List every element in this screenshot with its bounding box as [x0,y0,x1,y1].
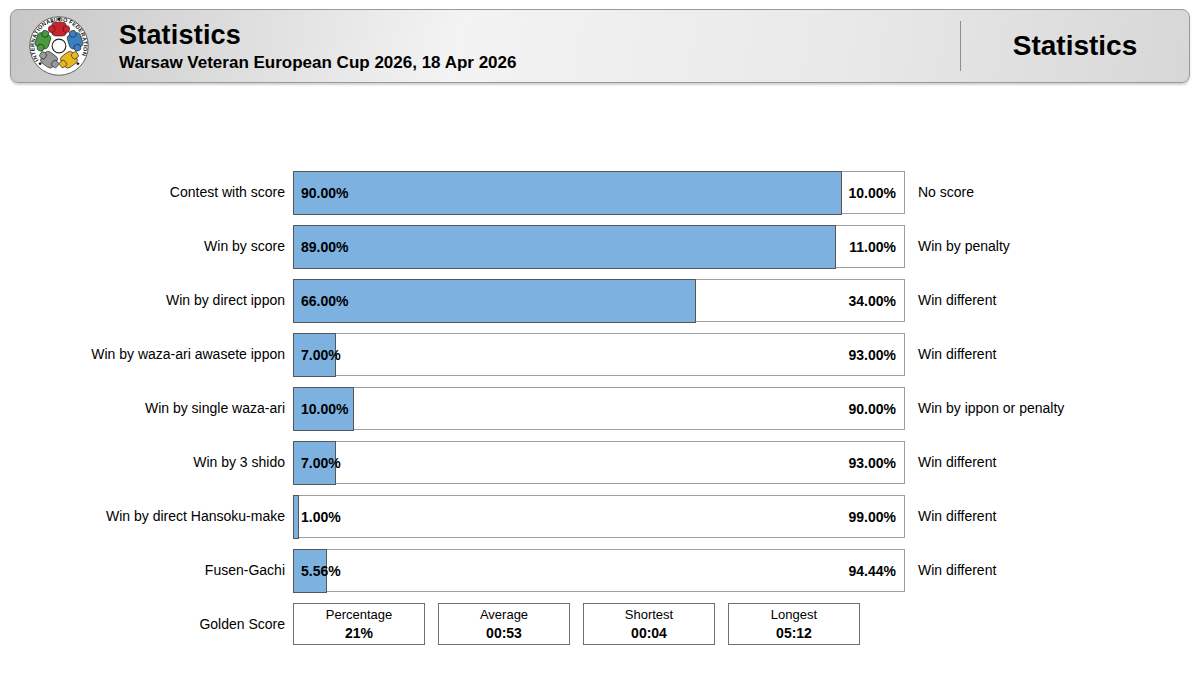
golden-score-average-box: Average 00:53 [438,603,570,645]
row-label: Win by single waza-ari [0,387,293,430]
row-label: Win by 3 shido [0,441,293,484]
statistics-chart: Contest with score 90.00% 10.00% No scor… [0,171,1200,645]
stat-title: Longest [729,606,859,624]
right-percent-label: 99.00% [849,496,896,537]
stacked-bar: 1.00% 99.00% [293,495,905,538]
row-right-label: Win different [905,549,996,592]
stacked-bar: 7.00% 93.00% [293,333,905,376]
stacked-bar: 90.00% 10.00% [293,171,905,214]
golden-score-shortest-box: Shortest 00:04 [583,603,715,645]
left-percent-label: 1.00% [301,496,341,537]
section-title: Statistics [961,30,1189,62]
left-percent-label: 10.00% [301,388,348,429]
bar-row-win-by-3-shido: Win by 3 shido 7.00% 93.00% Win differen… [0,441,1200,484]
stacked-bar: 5.56% 94.44% [293,549,905,592]
stacked-bar: 10.00% 90.00% [293,387,905,430]
golden-score-boxes: Percentage 21% Average 00:53 Shortest 00… [293,603,860,645]
golden-score-percentage-box: Percentage 21% [293,603,425,645]
golden-score-row: Golden Score Percentage 21% Average 00:5… [0,603,1200,645]
stat-title: Average [439,606,569,624]
right-percent-label: 10.00% [849,172,896,213]
stat-title: Percentage [294,606,424,624]
row-right-label: No score [905,171,974,214]
golden-score-label: Golden Score [0,603,293,645]
row-right-label: Win different [905,279,996,322]
left-percent-label: 7.00% [301,442,341,483]
header-titles: Statistics Warsaw Veteran European Cup 2… [119,20,960,73]
row-right-label: Win different [905,333,996,376]
right-percent-label: 93.00% [849,334,896,375]
bar-row-win-by-waza-ari-awasete-ippon: Win by waza-ari awasete ippon 7.00% 93.0… [0,333,1200,376]
stacked-bar: 89.00% 11.00% [293,225,905,268]
row-label: Win by direct ippon [0,279,293,322]
page-title: Statistics [119,20,960,50]
stacked-bar: 66.00% 34.00% [293,279,905,322]
right-percent-label: 94.44% [849,550,896,591]
bar-row-win-by-direct-hansoku-make: Win by direct Hansoku-make 1.00% 99.00% … [0,495,1200,538]
stacked-bar: 7.00% 93.00% [293,441,905,484]
row-right-label: Win different [905,441,996,484]
stat-value: 21% [294,624,424,642]
ijf-logo-icon: INTERNATIONAL JUDO FEDERATION [27,14,91,78]
right-percent-label: 90.00% [849,388,896,429]
right-percent-label: 34.00% [849,280,896,321]
row-label: Contest with score [0,171,293,214]
bar-row-win-by-single-waza-ari: Win by single waza-ari 10.00% 90.00% Win… [0,387,1200,430]
left-percent-label: 7.00% [301,334,341,375]
bar-fill [293,279,696,323]
stat-value: 00:53 [439,624,569,642]
left-percent-label: 90.00% [301,172,348,213]
right-percent-label: 93.00% [849,442,896,483]
bar-row-contest-with-score: Contest with score 90.00% 10.00% No scor… [0,171,1200,214]
golden-score-longest-box: Longest 05:12 [728,603,860,645]
left-percent-label: 5.56% [301,550,341,591]
row-right-label: Win different [905,495,996,538]
row-label: Win by score [0,225,293,268]
right-percent-label: 11.00% [849,226,896,267]
left-percent-label: 89.00% [301,226,348,267]
row-label: Fusen-Gachi [0,549,293,592]
bar-fill [293,495,299,539]
bar-fill [293,225,836,269]
row-right-label: Win by ippon or penalty [905,387,1064,430]
bar-row-fusen-gachi: Fusen-Gachi 5.56% 94.44% Win different [0,549,1200,592]
bar-row-win-by-score: Win by score 89.00% 11.00% Win by penalt… [0,225,1200,268]
bar-fill [293,171,842,215]
stat-title: Shortest [584,606,714,624]
header-bar: INTERNATIONAL JUDO FEDERATION Statistics… [10,9,1190,83]
left-percent-label: 66.00% [301,280,348,321]
bar-row-win-by-direct-ippon: Win by direct ippon 66.00% 34.00% Win di… [0,279,1200,322]
row-label: Win by waza-ari awasete ippon [0,333,293,376]
row-right-label: Win by penalty [905,225,1010,268]
event-subtitle: Warsaw Veteran European Cup 2026, 18 Apr… [119,52,960,73]
row-label: Win by direct Hansoku-make [0,495,293,538]
stat-value: 00:04 [584,624,714,642]
stat-value: 05:12 [729,624,859,642]
